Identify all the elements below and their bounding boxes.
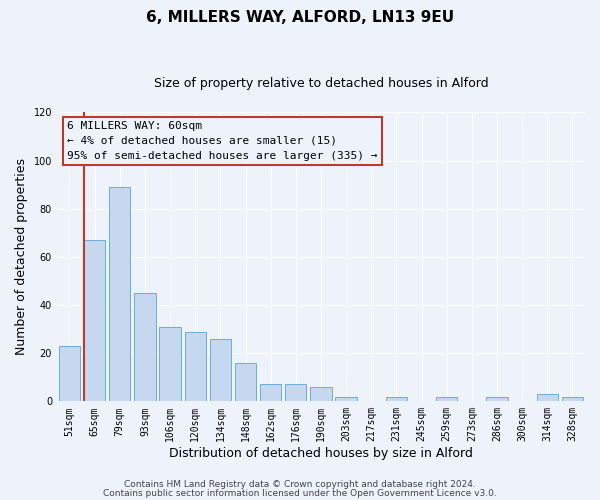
Bar [386,396,407,402]
Bar [285,384,307,402]
Text: 6 MILLERS WAY: 60sqm
← 4% of detached houses are smaller (15)
95% of semi-detach: 6 MILLERS WAY: 60sqm ← 4% of detached ho… [67,121,378,161]
Bar [84,240,106,402]
Text: Contains HM Land Registry data © Crown copyright and database right 2024.: Contains HM Land Registry data © Crown c… [124,480,476,489]
Bar [59,346,80,402]
Text: 6, MILLERS WAY, ALFORD, LN13 9EU: 6, MILLERS WAY, ALFORD, LN13 9EU [146,10,454,25]
Bar [209,339,231,402]
Bar [235,363,256,402]
X-axis label: Distribution of detached houses by size in Alford: Distribution of detached houses by size … [169,447,473,460]
Bar [335,396,357,402]
Bar [160,326,181,402]
Bar [562,396,583,402]
Bar [310,387,332,402]
Text: Contains public sector information licensed under the Open Government Licence v3: Contains public sector information licen… [103,489,497,498]
Bar [486,396,508,402]
Bar [436,396,457,402]
Title: Size of property relative to detached houses in Alford: Size of property relative to detached ho… [154,78,488,90]
Y-axis label: Number of detached properties: Number of detached properties [15,158,28,356]
Bar [109,187,130,402]
Bar [536,394,558,402]
Bar [260,384,281,402]
Bar [134,293,155,402]
Bar [185,332,206,402]
